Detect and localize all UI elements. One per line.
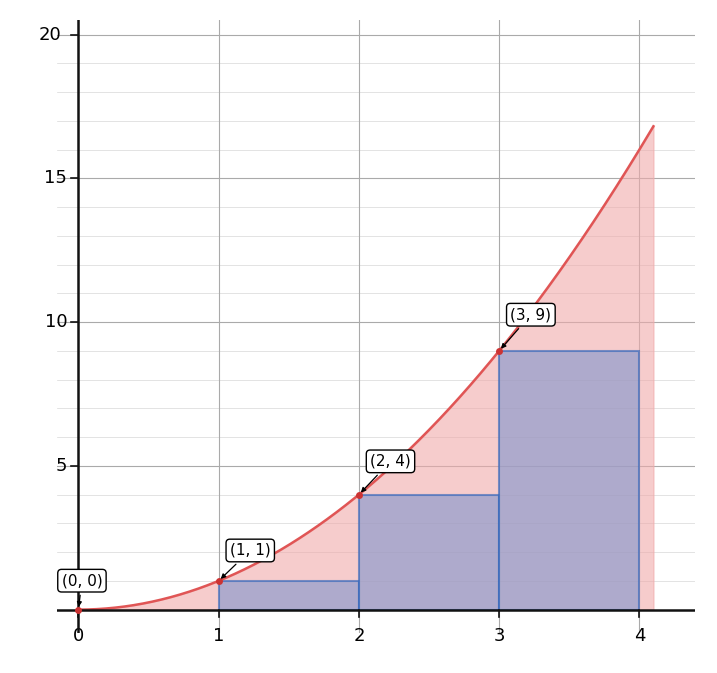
Text: (1, 1): (1, 1) (222, 543, 270, 578)
Bar (219, 581, 359, 610)
Text: 5: 5 (56, 457, 67, 475)
Text: 1: 1 (213, 627, 224, 645)
Text: 15: 15 (44, 170, 67, 187)
Text: 10: 10 (44, 313, 67, 331)
Bar (359, 495, 499, 610)
Text: 4: 4 (634, 627, 645, 645)
Text: 2: 2 (353, 627, 365, 645)
Bar (499, 351, 640, 610)
Text: 3: 3 (493, 627, 505, 645)
Text: (0, 0): (0, 0) (62, 573, 103, 606)
Text: 0: 0 (72, 627, 84, 645)
Text: 20: 20 (39, 26, 62, 44)
Text: (2, 4): (2, 4) (362, 454, 411, 491)
Text: (3, 9): (3, 9) (502, 307, 551, 348)
